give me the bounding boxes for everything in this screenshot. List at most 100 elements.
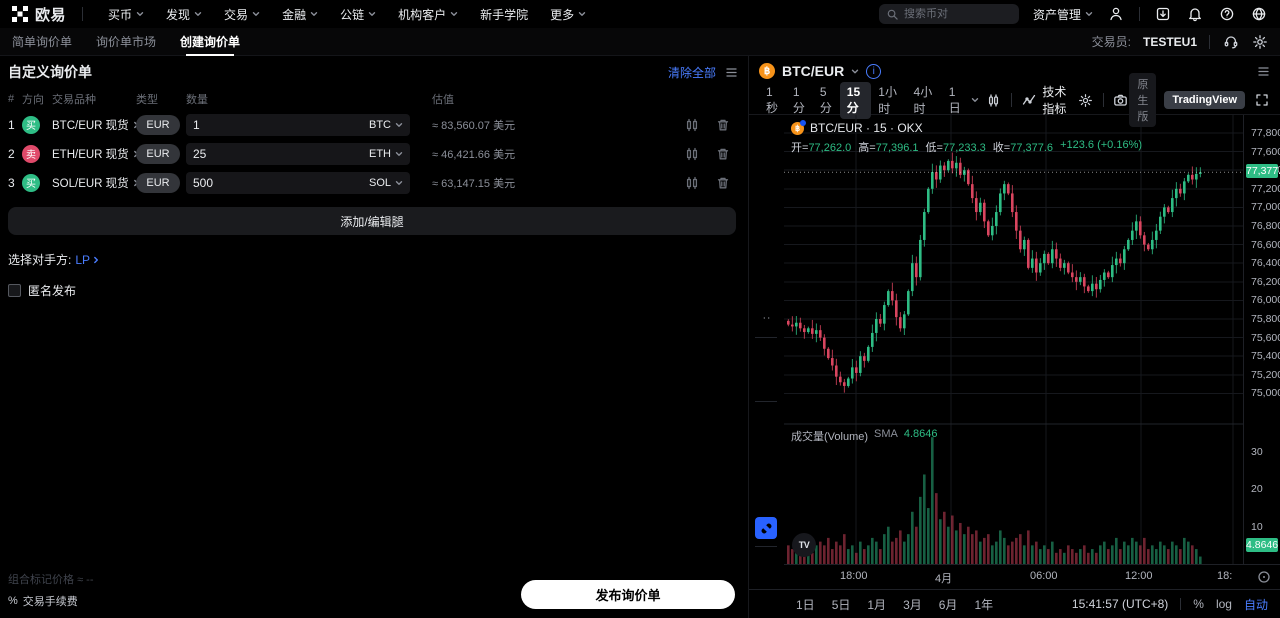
tab-create-rfq[interactable]: 创建询价单 (180, 28, 240, 56)
delete-icon[interactable] (715, 175, 730, 190)
okx-logo[interactable]: 欧易 (12, 4, 66, 25)
remove-drawings-tool-icon[interactable] (755, 554, 777, 576)
counterparty-link[interactable]: LP (75, 253, 100, 267)
add-edit-legs-button[interactable]: 添加/编辑腿 (8, 207, 736, 235)
menu-institutional[interactable]: 机构客户 (387, 6, 469, 23)
fib-retracement-tool-icon[interactable] (755, 173, 777, 195)
anonymous-checkbox[interactable] (8, 284, 21, 297)
range-6m[interactable]: 6月 (938, 597, 958, 612)
pair-selector[interactable]: ETH/EUR 现货 (52, 146, 138, 162)
emoji-tool-icon[interactable] (755, 308, 777, 330)
candlestick-icon[interactable] (684, 175, 699, 190)
range-3m[interactable]: 3月 (903, 597, 922, 612)
menu-buy-crypto[interactable]: 买币 (97, 6, 155, 23)
percent-scale-button[interactable]: % (1193, 597, 1204, 611)
menu-chain[interactable]: 公链 (329, 6, 387, 23)
chevron-down-icon[interactable] (851, 67, 859, 75)
info-icon[interactable]: i (866, 63, 882, 79)
zoom-in-tool-icon[interactable] (755, 372, 777, 394)
unit-selector[interactable]: ETH (369, 148, 403, 160)
tradingview-watermark[interactable]: TV (792, 533, 816, 557)
amount-field[interactable]: SOL (186, 171, 410, 194)
measure-ruler-tool-icon[interactable] (755, 345, 777, 367)
range-1d[interactable]: 1日 (796, 597, 815, 612)
tf-1s[interactable]: 1秒 (766, 84, 779, 115)
tf-1h[interactable]: 1小时 (878, 85, 897, 116)
amount-input[interactable] (193, 146, 369, 161)
tradingview-button[interactable]: TradingView (1164, 91, 1246, 109)
sync-link-tool-icon[interactable] (755, 517, 777, 539)
tab-simple-rfq[interactable]: 简单询价单 (12, 35, 73, 49)
native-version-button[interactable]: 原生版 (1129, 73, 1157, 127)
panel-menu-icon[interactable] (724, 65, 738, 79)
pair-selector[interactable]: BTC/EUR 现货 (52, 117, 138, 133)
pair-selector[interactable]: SOL/EUR 现货 (52, 175, 138, 191)
crosshair-tool-icon[interactable] (755, 119, 777, 141)
publish-rfq-button[interactable]: 发布询价单 (521, 580, 735, 609)
fullscreen-icon[interactable] (1253, 92, 1270, 109)
chart-style-icon[interactable] (985, 92, 1002, 109)
scroll-to-realtime-icon[interactable] (1256, 569, 1271, 584)
screenshot-camera-icon[interactable] (1112, 92, 1129, 109)
drawing-mode-tool-icon[interactable] (755, 436, 777, 458)
search-input[interactable] (903, 8, 1011, 20)
delete-icon[interactable] (715, 146, 730, 161)
download-app-icon[interactable] (1154, 5, 1172, 23)
indicator-settings-gear-icon[interactable] (1077, 92, 1094, 109)
chart-clock[interactable]: 15:41:57 (UTC+8) (1071, 597, 1169, 611)
menu-discover[interactable]: 发现 (155, 6, 213, 23)
amount-input[interactable] (193, 175, 369, 190)
price-axis[interactable]: 77,800.077,600.077,400.077,200.077,000.0… (1243, 115, 1280, 564)
range-5d[interactable]: 5日 (831, 597, 851, 612)
amount-field[interactable]: ETH (186, 142, 410, 165)
menu-academy[interactable]: 新手学院 (480, 7, 529, 22)
trend-line-tool-icon[interactable] (755, 146, 777, 168)
search-box[interactable] (878, 4, 1019, 24)
assets-menu[interactable]: 资产管理 (1033, 6, 1093, 23)
language-globe-icon[interactable] (1250, 5, 1268, 23)
auto-scale-button[interactable]: 自动 (1243, 597, 1268, 612)
menu-trade[interactable]: 交易 (213, 6, 271, 23)
clear-all-link[interactable]: 清除全部 (667, 65, 716, 80)
currency-pill[interactable]: EUR (136, 143, 180, 164)
price-chart[interactable]: ฿ BTC/EUR · 15 · OKX 开=77,262.0 高=77,396… (784, 115, 1243, 564)
amount-field[interactable]: BTC (186, 113, 410, 136)
menu-more[interactable]: 更多 (539, 6, 597, 23)
tf-1m[interactable]: 1分 (792, 84, 805, 115)
hide-drawings-tool-icon[interactable] (755, 490, 777, 512)
notifications-icon[interactable] (1186, 5, 1204, 23)
timeframe-more-chevron[interactable] (971, 96, 979, 104)
time-axis[interactable]: 18:00 4月 06:00 12:00 18: (784, 564, 1280, 589)
currency-pill[interactable]: EUR (136, 172, 180, 193)
xabcd-pattern-tool-icon[interactable] (755, 200, 777, 222)
magnet-tool-icon[interactable] (755, 409, 777, 431)
symbol-selector[interactable]: BTC/EUR (782, 63, 845, 79)
help-icon[interactable] (1218, 5, 1236, 23)
candlestick-icon[interactable] (684, 117, 699, 132)
unit-selector[interactable]: SOL (369, 177, 403, 189)
tf-1d[interactable]: 1日 (948, 84, 961, 115)
lock-drawings-tool-icon[interactable] (755, 463, 777, 485)
delete-icon[interactable] (715, 117, 730, 132)
user-icon[interactable] (1107, 5, 1125, 23)
log-scale-button[interactable]: log (1215, 597, 1232, 611)
indicators-button[interactable]: 技术指标 (1020, 83, 1068, 117)
brush-tool-icon[interactable] (755, 254, 777, 276)
unit-selector[interactable]: BTC (369, 119, 403, 131)
chart-menu-icon[interactable] (1257, 65, 1270, 78)
range-1y[interactable]: 1年 (974, 597, 994, 612)
candlestick-chart[interactable] (784, 115, 1243, 564)
text-tool-icon[interactable] (755, 281, 777, 303)
currency-pill[interactable]: EUR (136, 114, 180, 135)
position-tool-icon[interactable] (755, 227, 777, 249)
tf-15m[interactable]: 15分 (839, 81, 872, 119)
tab-rfq-market[interactable]: 询价单市场 (96, 35, 157, 49)
settings-gear-icon[interactable] (1251, 33, 1268, 50)
candlestick-icon[interactable] (684, 146, 699, 161)
tf-4h[interactable]: 4小时 (913, 85, 933, 116)
menu-finance[interactable]: 金融 (271, 6, 329, 23)
amount-input[interactable] (193, 117, 369, 132)
range-1m[interactable]: 1月 (867, 597, 887, 612)
support-icon[interactable] (1222, 33, 1239, 50)
tf-5m[interactable]: 5分 (819, 84, 832, 115)
